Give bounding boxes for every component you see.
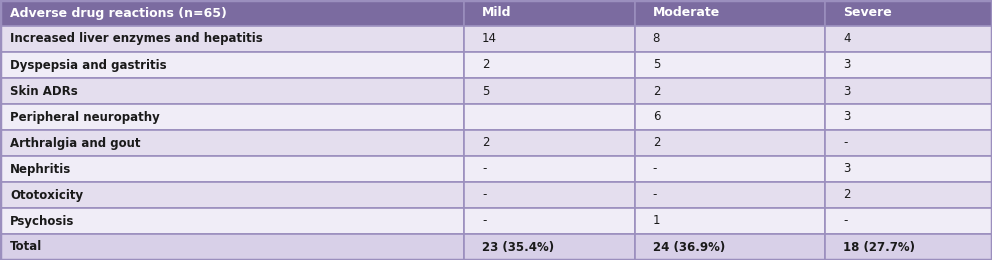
Text: 2: 2 [653,84,661,98]
Bar [0,104,464,130]
Bar [464,104,635,130]
Bar [464,130,635,156]
Bar [635,104,825,130]
Text: 1: 1 [653,214,661,228]
Text: 2: 2 [482,58,490,72]
Text: -: - [482,214,486,228]
Bar [825,0,992,26]
Text: 2: 2 [482,136,490,149]
Bar [825,182,992,208]
Text: 4: 4 [843,32,851,46]
Bar [825,26,992,52]
Text: Arthralgia and gout: Arthralgia and gout [10,136,141,149]
Bar [464,234,635,260]
Bar [635,130,825,156]
Bar [464,52,635,78]
Bar [0,130,464,156]
Bar [0,234,464,260]
Bar [825,52,992,78]
Text: Psychosis: Psychosis [10,214,74,228]
Bar [825,78,992,104]
Text: -: - [653,162,657,176]
Text: Skin ADRs: Skin ADRs [10,84,77,98]
Text: 14: 14 [482,32,497,46]
Bar [0,0,464,26]
Text: -: - [482,188,486,202]
Text: 5: 5 [482,84,489,98]
Text: Ototoxicity: Ototoxicity [10,188,83,202]
Bar [0,208,464,234]
Text: 5: 5 [653,58,660,72]
Bar [464,208,635,234]
Text: 3: 3 [843,162,850,176]
Text: -: - [843,136,847,149]
Bar [635,234,825,260]
Bar [0,78,464,104]
Bar [464,26,635,52]
Bar [635,0,825,26]
Bar [635,208,825,234]
Text: Peripheral neuropathy: Peripheral neuropathy [10,110,160,124]
Bar [0,52,464,78]
Bar [0,182,464,208]
Bar [825,130,992,156]
Text: 24 (36.9%): 24 (36.9%) [653,240,725,253]
Bar [825,156,992,182]
Bar [0,156,464,182]
Text: Severe: Severe [843,6,892,20]
Text: Total: Total [10,240,43,253]
Text: 18 (27.7%): 18 (27.7%) [843,240,916,253]
Bar [635,156,825,182]
Text: -: - [653,188,657,202]
Bar [464,182,635,208]
Text: 2: 2 [653,136,661,149]
Text: Adverse drug reactions (n=65): Adverse drug reactions (n=65) [10,6,227,20]
Text: Dyspepsia and gastritis: Dyspepsia and gastritis [10,58,167,72]
Bar [825,104,992,130]
Bar [464,0,635,26]
Text: 6: 6 [653,110,661,124]
Text: 3: 3 [843,58,850,72]
Text: -: - [482,162,486,176]
Text: Mild: Mild [482,6,512,20]
Bar [635,26,825,52]
Bar [635,52,825,78]
Text: 2: 2 [843,188,851,202]
Bar [635,78,825,104]
Text: Moderate: Moderate [653,6,720,20]
Text: -: - [843,214,847,228]
Bar [464,78,635,104]
Text: Nephritis: Nephritis [10,162,71,176]
Bar [825,234,992,260]
Text: Increased liver enzymes and hepatitis: Increased liver enzymes and hepatitis [10,32,263,46]
Bar [635,182,825,208]
Text: 8: 8 [653,32,660,46]
Bar [825,208,992,234]
Bar [0,26,464,52]
Text: 23 (35.4%): 23 (35.4%) [482,240,555,253]
Text: 3: 3 [843,84,850,98]
Bar [464,156,635,182]
Text: 3: 3 [843,110,850,124]
